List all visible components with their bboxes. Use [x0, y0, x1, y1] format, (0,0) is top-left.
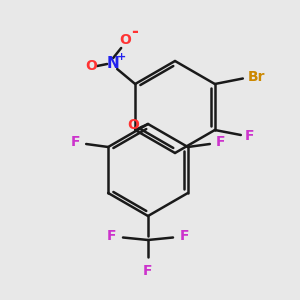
Text: Br: Br — [248, 70, 265, 84]
Text: F: F — [216, 135, 225, 149]
Text: F: F — [245, 129, 254, 143]
Text: F: F — [106, 229, 116, 243]
Text: -: - — [131, 23, 138, 41]
Text: N: N — [107, 56, 119, 71]
Text: +: + — [116, 52, 126, 62]
Text: F: F — [180, 229, 190, 243]
Text: O: O — [85, 59, 97, 73]
Text: O: O — [128, 118, 140, 132]
Text: F: F — [71, 135, 80, 149]
Text: F: F — [143, 264, 153, 278]
Text: O: O — [119, 33, 131, 47]
